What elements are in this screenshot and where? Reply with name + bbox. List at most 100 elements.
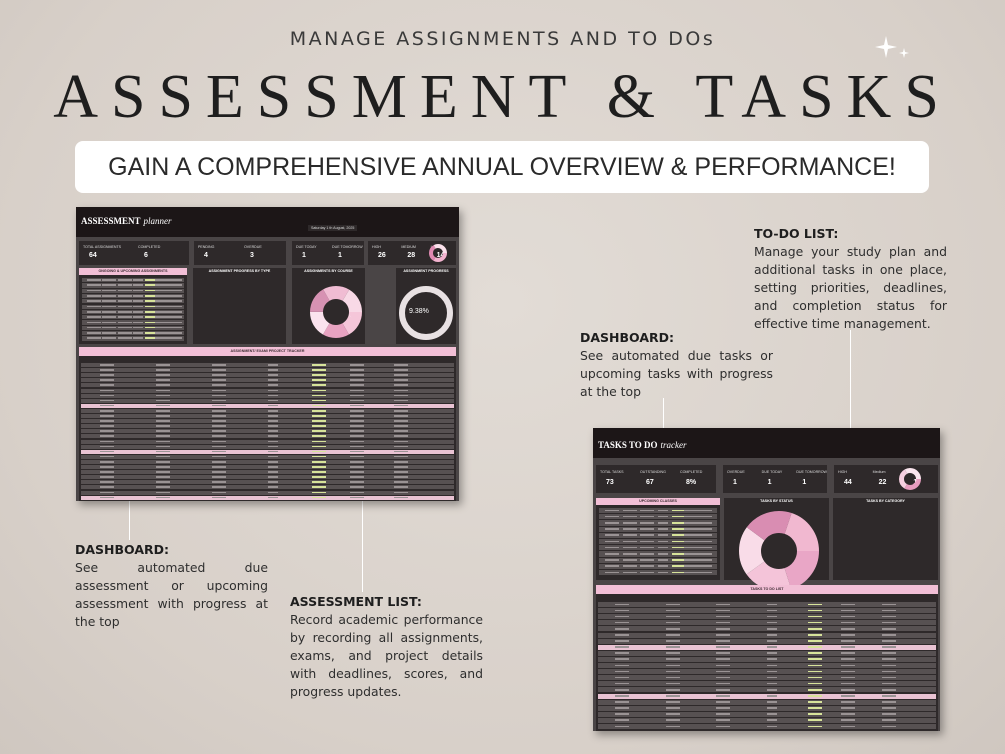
callout-heading: TO-DO LIST: [754, 226, 839, 241]
table-cell [665, 695, 680, 697]
table-cell [312, 455, 327, 458]
table-row [82, 309, 184, 315]
table-cell [155, 466, 170, 468]
table-cell [622, 509, 637, 512]
table-row [81, 465, 454, 470]
table-row [81, 490, 454, 495]
stat-label: DUE TOMORROW [332, 245, 363, 249]
table-cell [155, 279, 170, 281]
table-cell [99, 481, 114, 483]
table-cell [622, 515, 637, 518]
table-cell [716, 652, 731, 654]
table-cell [767, 688, 777, 691]
table-cell [604, 540, 619, 543]
table-cell [99, 420, 114, 422]
table-cell [767, 707, 777, 709]
table-cell [767, 701, 777, 703]
stat-value: 1 [733, 479, 737, 486]
table-cell [211, 440, 226, 443]
table-cell [698, 546, 713, 549]
table-cell [640, 546, 655, 549]
table-cell [267, 415, 278, 417]
table-cell [211, 409, 226, 412]
table-cell [881, 603, 896, 606]
table-cell [604, 521, 619, 524]
table-cell [807, 670, 822, 673]
table-row [82, 283, 184, 288]
table-cell [881, 670, 896, 673]
stat-label: COMPLETED [138, 245, 161, 249]
table-cell [640, 540, 655, 543]
table-cell [767, 713, 777, 715]
table-cell [807, 688, 822, 691]
table-row [598, 620, 936, 626]
callout-heading: DASHBOARD: [75, 542, 170, 557]
table-cell [881, 640, 896, 642]
table-cell [349, 404, 364, 407]
table-cell [145, 321, 160, 324]
table-cell [672, 565, 687, 567]
panel-title: ASSIGNMENT PROGRESS [403, 269, 449, 273]
table-cell [665, 640, 680, 642]
table-cell [133, 332, 143, 334]
table-cell [614, 603, 629, 606]
table-cell [394, 404, 409, 407]
status-donut [739, 511, 819, 591]
table-cell [155, 404, 170, 407]
table-cell [841, 695, 856, 697]
table-cell [99, 430, 114, 432]
table-cell [133, 300, 143, 302]
table-row [81, 449, 454, 454]
table-cell [99, 466, 114, 468]
panel-title: ONGOING & UPCOMING ASSIGNMENTS [79, 268, 187, 275]
table-cell [312, 486, 327, 489]
table-cell [87, 326, 102, 329]
table-cell [349, 394, 364, 397]
table-cell [807, 719, 822, 722]
table-cell [99, 384, 114, 387]
table-cell [102, 316, 117, 318]
table-cell [155, 305, 170, 308]
table-cell [881, 658, 896, 661]
table-cell [267, 389, 278, 392]
stat-label: OVERDUE [727, 470, 745, 474]
table-cell [394, 389, 409, 392]
table-cell [683, 534, 698, 536]
table-row [81, 393, 454, 398]
connector [129, 498, 130, 540]
table-row [598, 602, 936, 608]
table-cell [87, 284, 102, 287]
table-cell [99, 374, 114, 376]
table-row [598, 675, 936, 681]
table-cell [881, 707, 896, 709]
table-cell [394, 471, 409, 473]
table-cell [665, 615, 680, 618]
table-row [598, 711, 936, 717]
table-cell [658, 509, 668, 512]
table-row [81, 414, 454, 419]
table-cell [155, 295, 170, 297]
table-cell [349, 409, 364, 412]
table-row [598, 705, 936, 711]
table-row [598, 717, 936, 723]
table-cell [145, 289, 160, 292]
table-cell [604, 559, 619, 561]
table-cell [167, 305, 182, 308]
table-cell [155, 460, 170, 463]
table-cell [167, 284, 182, 287]
table-row [82, 288, 184, 293]
table-cell [117, 337, 132, 340]
table-cell [267, 455, 278, 458]
table-cell [117, 316, 132, 318]
table-row [81, 403, 454, 408]
table-cell [394, 384, 409, 387]
table-cell [604, 509, 619, 512]
table-cell [767, 640, 777, 642]
table-cell [99, 399, 114, 402]
table-cell [841, 621, 856, 624]
table-cell [155, 471, 170, 473]
table-cell [622, 552, 637, 555]
table-cell [155, 445, 170, 448]
table-cell [349, 384, 364, 387]
table-cell [665, 682, 680, 685]
